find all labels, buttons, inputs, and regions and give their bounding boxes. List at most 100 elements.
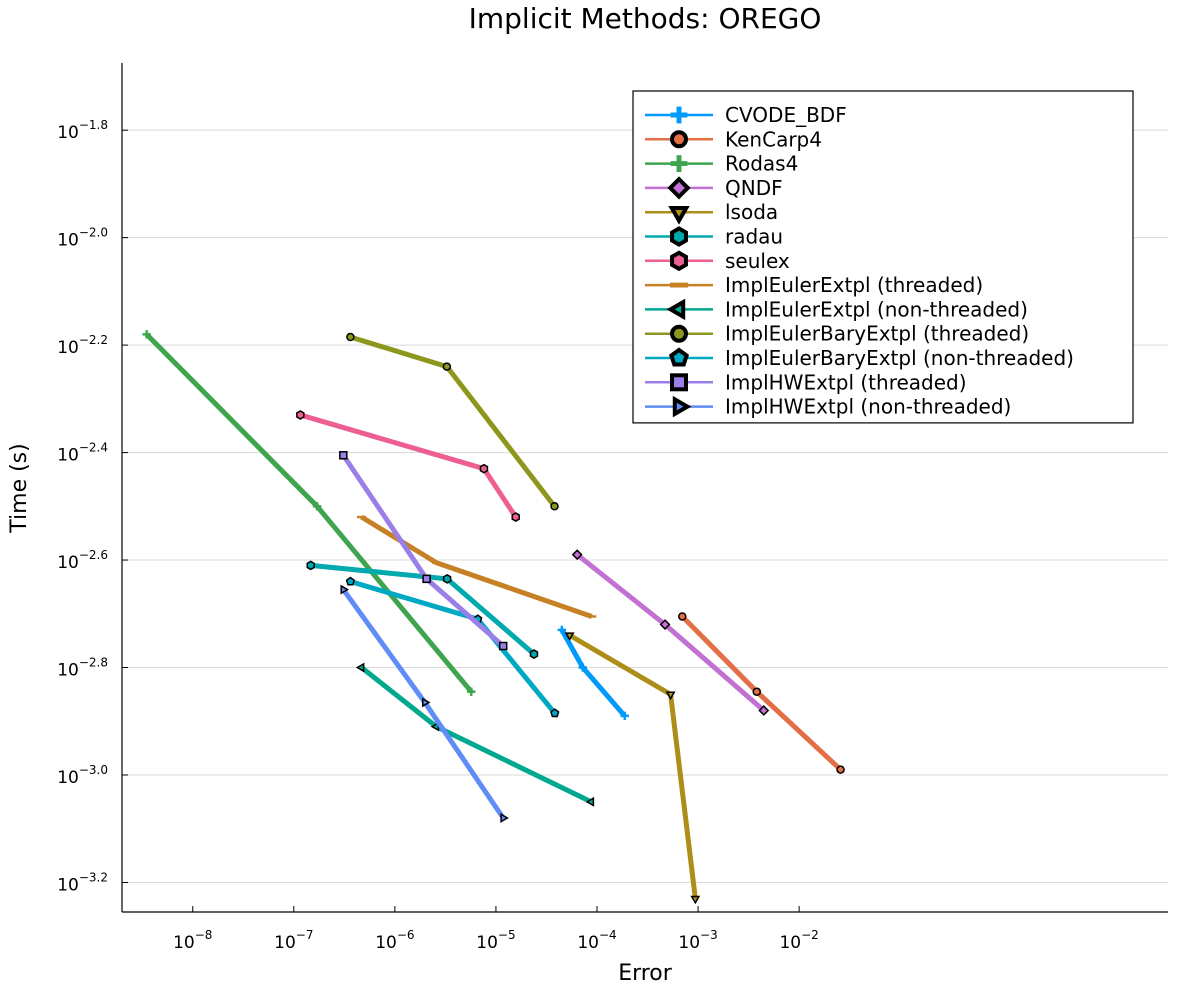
- legend-marker: [670, 324, 688, 343]
- x-tick-label: 10−8: [173, 928, 212, 953]
- data-point: [529, 649, 539, 659]
- data-point: [511, 512, 520, 522]
- legend-label: lsoda: [725, 200, 778, 224]
- data-point: [571, 549, 583, 561]
- legend-label: ImplEulerBaryExtpl (threaded): [725, 322, 1029, 346]
- legend-label: ImplHWExtpl (non-threaded): [725, 395, 1011, 419]
- data-point: [498, 641, 508, 651]
- data-point: [142, 330, 151, 339]
- legend-marker: [670, 250, 688, 272]
- legend-item: ImplEulerBaryExtpl (threaded): [645, 322, 1029, 346]
- legend-label: seulex: [725, 249, 790, 273]
- legend-label: ImplEulerBaryExtpl (non-threaded): [725, 346, 1074, 370]
- legend: CVODE_BDFKenCarp4Rodas4QNDFlsodaradauseu…: [632, 90, 1134, 424]
- data-point: [442, 362, 452, 371]
- legend-item: ImplEulerExtpl (threaded): [645, 273, 983, 297]
- data-point: [659, 619, 671, 630]
- legend-item: Rodas4: [645, 152, 798, 176]
- data-point: [500, 813, 509, 823]
- x-tick-label: 10−5: [476, 928, 515, 953]
- legend-marker: [670, 155, 688, 172]
- chart-title: Implicit Methods: OREGO: [469, 2, 822, 35]
- legend-marker: [666, 298, 686, 321]
- data-point: [836, 765, 845, 774]
- legend-label: ImplEulerExtpl (non-threaded): [725, 297, 1028, 321]
- data-point: [345, 576, 356, 586]
- x-tick-label: 10−4: [577, 928, 616, 953]
- legend-item: ImplEulerBaryExtpl (non-threaded): [645, 346, 1074, 370]
- data-point: [296, 410, 305, 420]
- legend-label: QNDF: [725, 176, 783, 200]
- data-point: [578, 663, 587, 672]
- x-tick-label: 10−7: [274, 928, 313, 953]
- series-10: [345, 576, 560, 718]
- legend-item: ImplHWExtpl (non-threaded): [645, 395, 1011, 419]
- y-tick-label: 10−2.4: [57, 441, 108, 466]
- data-point: [678, 612, 687, 621]
- legend-marker: [668, 206, 690, 225]
- series-5: [306, 560, 539, 659]
- x-tick-label: 10−3: [678, 928, 717, 953]
- data-point: [479, 463, 489, 474]
- data-point: [306, 560, 315, 571]
- y-tick-label: 10−3.0: [57, 763, 108, 788]
- series-1: [678, 612, 845, 774]
- data-point: [752, 687, 762, 696]
- data-point: [312, 502, 322, 511]
- legend-item: radau: [645, 225, 783, 249]
- data-point: [339, 451, 348, 460]
- y-ticks: 10−1.8 10−2.0 10−2.2 10−2.4 10−2.6 10−2.8 10−3…: [57, 118, 128, 895]
- y-tick-label: 10−2.0: [57, 226, 108, 251]
- legend-item: ImplHWExtpl (threaded): [645, 370, 967, 394]
- data-point: [467, 687, 476, 696]
- y-tick-label: 10−2.6: [57, 548, 108, 573]
- y-tick-label: 10−1.8: [57, 118, 108, 143]
- series-3: [571, 549, 770, 716]
- legend-marker: [672, 395, 692, 418]
- legend-label: KenCarp4: [725, 127, 822, 151]
- data-point: [442, 573, 452, 584]
- data-point: [585, 796, 595, 807]
- data-point: [346, 332, 355, 342]
- data-point: [564, 632, 575, 641]
- y-tick-label: 10−3.2: [57, 870, 108, 895]
- legend-label: CVODE_BDF: [725, 103, 847, 127]
- series-0: [557, 625, 629, 721]
- series-8: [355, 662, 595, 807]
- x-ticks: 10−8 10−7 10−6 10−5 10−4 10−3 10−2: [173, 906, 819, 953]
- legend-marker: [670, 226, 688, 247]
- series-11: [339, 451, 508, 651]
- data-point: [620, 711, 629, 721]
- legend-item: KenCarp4: [645, 127, 822, 151]
- legend-label: ImplHWExtpl (threaded): [725, 370, 967, 394]
- legend-label: radau: [725, 225, 783, 249]
- legend-marker: [667, 176, 691, 200]
- legend-item: CVODE_BDF: [645, 103, 847, 127]
- series-9: [346, 332, 559, 511]
- data-point: [665, 691, 676, 701]
- data-point: [422, 574, 431, 584]
- y-tick-label: 10−2.8: [57, 656, 108, 681]
- legend-item: seulex: [645, 249, 790, 273]
- legend-marker: [668, 347, 690, 367]
- series-2: [142, 330, 476, 696]
- legend-label: ImplEulerExtpl (threaded): [725, 273, 983, 297]
- legend-marker: [670, 373, 688, 392]
- data-point: [355, 662, 365, 673]
- legend-marker: [670, 130, 688, 149]
- legend-item: QNDF: [645, 176, 783, 200]
- data-point: [690, 895, 701, 905]
- x-tick-label: 10−2: [779, 928, 818, 953]
- data-point: [422, 697, 431, 708]
- y-axis-label: Time (s): [7, 443, 32, 533]
- series-4: [564, 632, 701, 905]
- axes: [121, 63, 1168, 913]
- data-point: [758, 705, 770, 716]
- data-point: [550, 708, 560, 718]
- legend-item: lsoda: [645, 200, 778, 225]
- data-point: [550, 502, 559, 511]
- data-point: [340, 584, 350, 595]
- legend-box: [632, 90, 1134, 424]
- series-6: [296, 410, 520, 522]
